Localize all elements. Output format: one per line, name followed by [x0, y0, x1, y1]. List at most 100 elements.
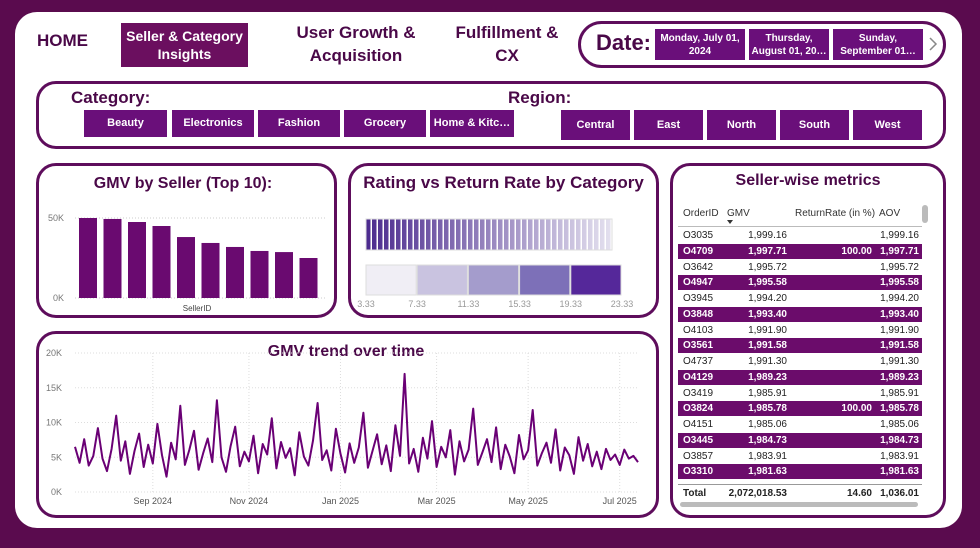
total-rule	[678, 484, 922, 485]
table-cell: 1,984.73	[880, 434, 919, 446]
table-cell: O3642	[683, 261, 714, 273]
table-cell: 1,991.30	[748, 356, 787, 367]
table-cell: 1,985.91	[748, 387, 787, 399]
region-option[interactable]: East	[633, 109, 704, 141]
home-link[interactable]: HOME	[37, 31, 88, 50]
table-row[interactable]: O4129 1,989.23 1,989.23	[678, 369, 922, 385]
line-panel	[36, 331, 659, 518]
table-cell: O4151	[683, 419, 714, 430]
table-row[interactable]: O4737 1,991.30 1,991.30	[678, 354, 922, 369]
region-option[interactable]: North	[706, 109, 777, 141]
table-row[interactable]: O3848 1,993.40 1,993.40	[678, 306, 922, 322]
nav-tab[interactable]: Fulfillment & CX	[455, 23, 559, 65]
table-cell: O3561	[683, 340, 714, 352]
bar	[177, 237, 195, 298]
trend-line	[74, 372, 639, 478]
table-cell: 1,991.58	[748, 340, 787, 352]
table-title: Seller-wise metrics	[735, 172, 881, 189]
table-cell: 1,997.71	[748, 245, 787, 257]
x-tick-label: 7.33	[408, 299, 426, 309]
heatmap-title: Rating vs Return Rate by Category	[363, 173, 644, 192]
color-scale-block	[570, 264, 622, 296]
bar	[275, 252, 293, 298]
table-row[interactable]: O3035 1,999.16 1,999.16	[678, 228, 922, 243]
sort-arrow[interactable]	[727, 220, 733, 224]
bar	[299, 258, 318, 298]
table-cell: 1,985.06	[748, 419, 787, 430]
chevron[interactable]	[926, 36, 940, 52]
header-rule	[678, 226, 922, 227]
region-option[interactable]: West	[852, 109, 923, 141]
region-option[interactable]: South	[779, 109, 850, 141]
scrollbar-v[interactable]	[922, 205, 928, 223]
date-option[interactable]: Sunday, September 01…	[832, 28, 924, 61]
table-cell: O3857	[683, 450, 714, 462]
table-row[interactable]: O4947 1,995.58 1,995.58	[678, 275, 922, 291]
table-row[interactable]: O4709 1,997.71 100.00 1,997.71	[678, 243, 922, 259]
column-header[interactable]: AOV	[879, 208, 901, 219]
table-row[interactable]: O3445 1,984.73 1,984.73	[678, 432, 922, 448]
chart-title: GMV trend over time	[268, 343, 425, 360]
table-cell: O4947	[683, 277, 714, 289]
x-tick-label: 19.33	[560, 299, 583, 309]
chart-title: GMV by Seller (Top 10):	[94, 175, 272, 192]
table-row[interactable]: O3310 1,981.63 1,981.63	[678, 464, 922, 480]
y-tick-label: 5K	[51, 452, 62, 462]
table-cell: O3035	[683, 230, 714, 241]
table-cell: 1,994.20	[748, 293, 787, 304]
table-cell: 1,985.78	[748, 403, 787, 415]
scrollbar-h[interactable]	[680, 502, 918, 507]
y-tick-label: 20K	[46, 348, 62, 358]
y-tick-label: 15K	[46, 383, 62, 393]
category-option[interactable]: Grocery	[343, 109, 427, 138]
table-cell: 1,999.16	[880, 230, 919, 241]
table-cell: 1,991.58	[880, 340, 919, 352]
color-scale-block	[365, 264, 417, 296]
table-cell: 1,995.72	[748, 261, 787, 273]
nav-tab-active[interactable]: Seller & Category Insights	[121, 23, 248, 67]
table-row[interactable]: O3945 1,994.20 1,994.20	[678, 291, 922, 306]
table-cell: 1,981.63	[880, 466, 919, 478]
table-row[interactable]: O3857 1,983.91 1,983.91	[678, 449, 922, 464]
table-cell: 1,991.90	[748, 324, 787, 336]
table-row[interactable]: O3642 1,995.72 1,995.72	[678, 260, 922, 275]
region-option[interactable]: Central	[560, 109, 631, 141]
x-tick-label: Jul 2025	[603, 496, 637, 506]
table-cell: O3848	[683, 308, 714, 320]
date-option[interactable]: Monday, July 01, 2024	[654, 28, 746, 61]
category-option[interactable]: Fashion	[257, 109, 341, 138]
category-option[interactable]: Electronics	[171, 109, 255, 138]
table-row[interactable]: O4103 1,991.90 1,991.90	[678, 323, 922, 338]
column-header[interactable]: ReturnRate (in %)	[795, 208, 876, 219]
table-cell: 1,994.20	[880, 293, 919, 304]
x-tick-label: May 2025	[508, 496, 548, 506]
table-row[interactable]: O3561 1,991.58 1,991.58	[678, 338, 922, 354]
y-tick-label: 0K	[53, 293, 64, 303]
table-row[interactable]: O4151 1,985.06 1,985.06	[678, 417, 922, 432]
table-cell: 1,985.06	[880, 419, 919, 430]
table-cell: O3310	[683, 466, 714, 478]
table-cell: 1,997.71	[880, 245, 919, 257]
region-label: Region:	[508, 88, 572, 107]
bar	[79, 218, 97, 298]
category-option[interactable]: Home & Kitc…	[429, 109, 515, 138]
bar	[103, 218, 122, 298]
x-tick-label: Nov 2024	[230, 496, 269, 506]
table-cell: 1,989.23	[748, 371, 787, 383]
date-option[interactable]: Thursday, August 01, 20…	[748, 28, 830, 61]
table-cell: 1,999.16	[748, 230, 787, 241]
table-cell: 1,983.91	[748, 450, 787, 462]
column-header[interactable]: GMV	[727, 208, 750, 219]
column-header[interactable]: OrderID	[683, 208, 719, 219]
nav-tab[interactable]: User Growth & Acquisition	[296, 23, 416, 65]
table-cell: 1,984.73	[748, 434, 787, 446]
table-row[interactable]: O3419 1,985.91 1,985.91	[678, 386, 922, 401]
table-cell: 1,985.91	[880, 387, 919, 399]
date-label: Date:	[596, 30, 652, 55]
table-cell: O3945	[683, 293, 714, 304]
table-row[interactable]: O3824 1,985.78 100.00 1,985.78	[678, 401, 922, 417]
category-option[interactable]: Beauty	[83, 109, 168, 138]
table-cell: 1,985.78	[880, 403, 919, 415]
table-cell: 1,991.90	[880, 324, 919, 336]
